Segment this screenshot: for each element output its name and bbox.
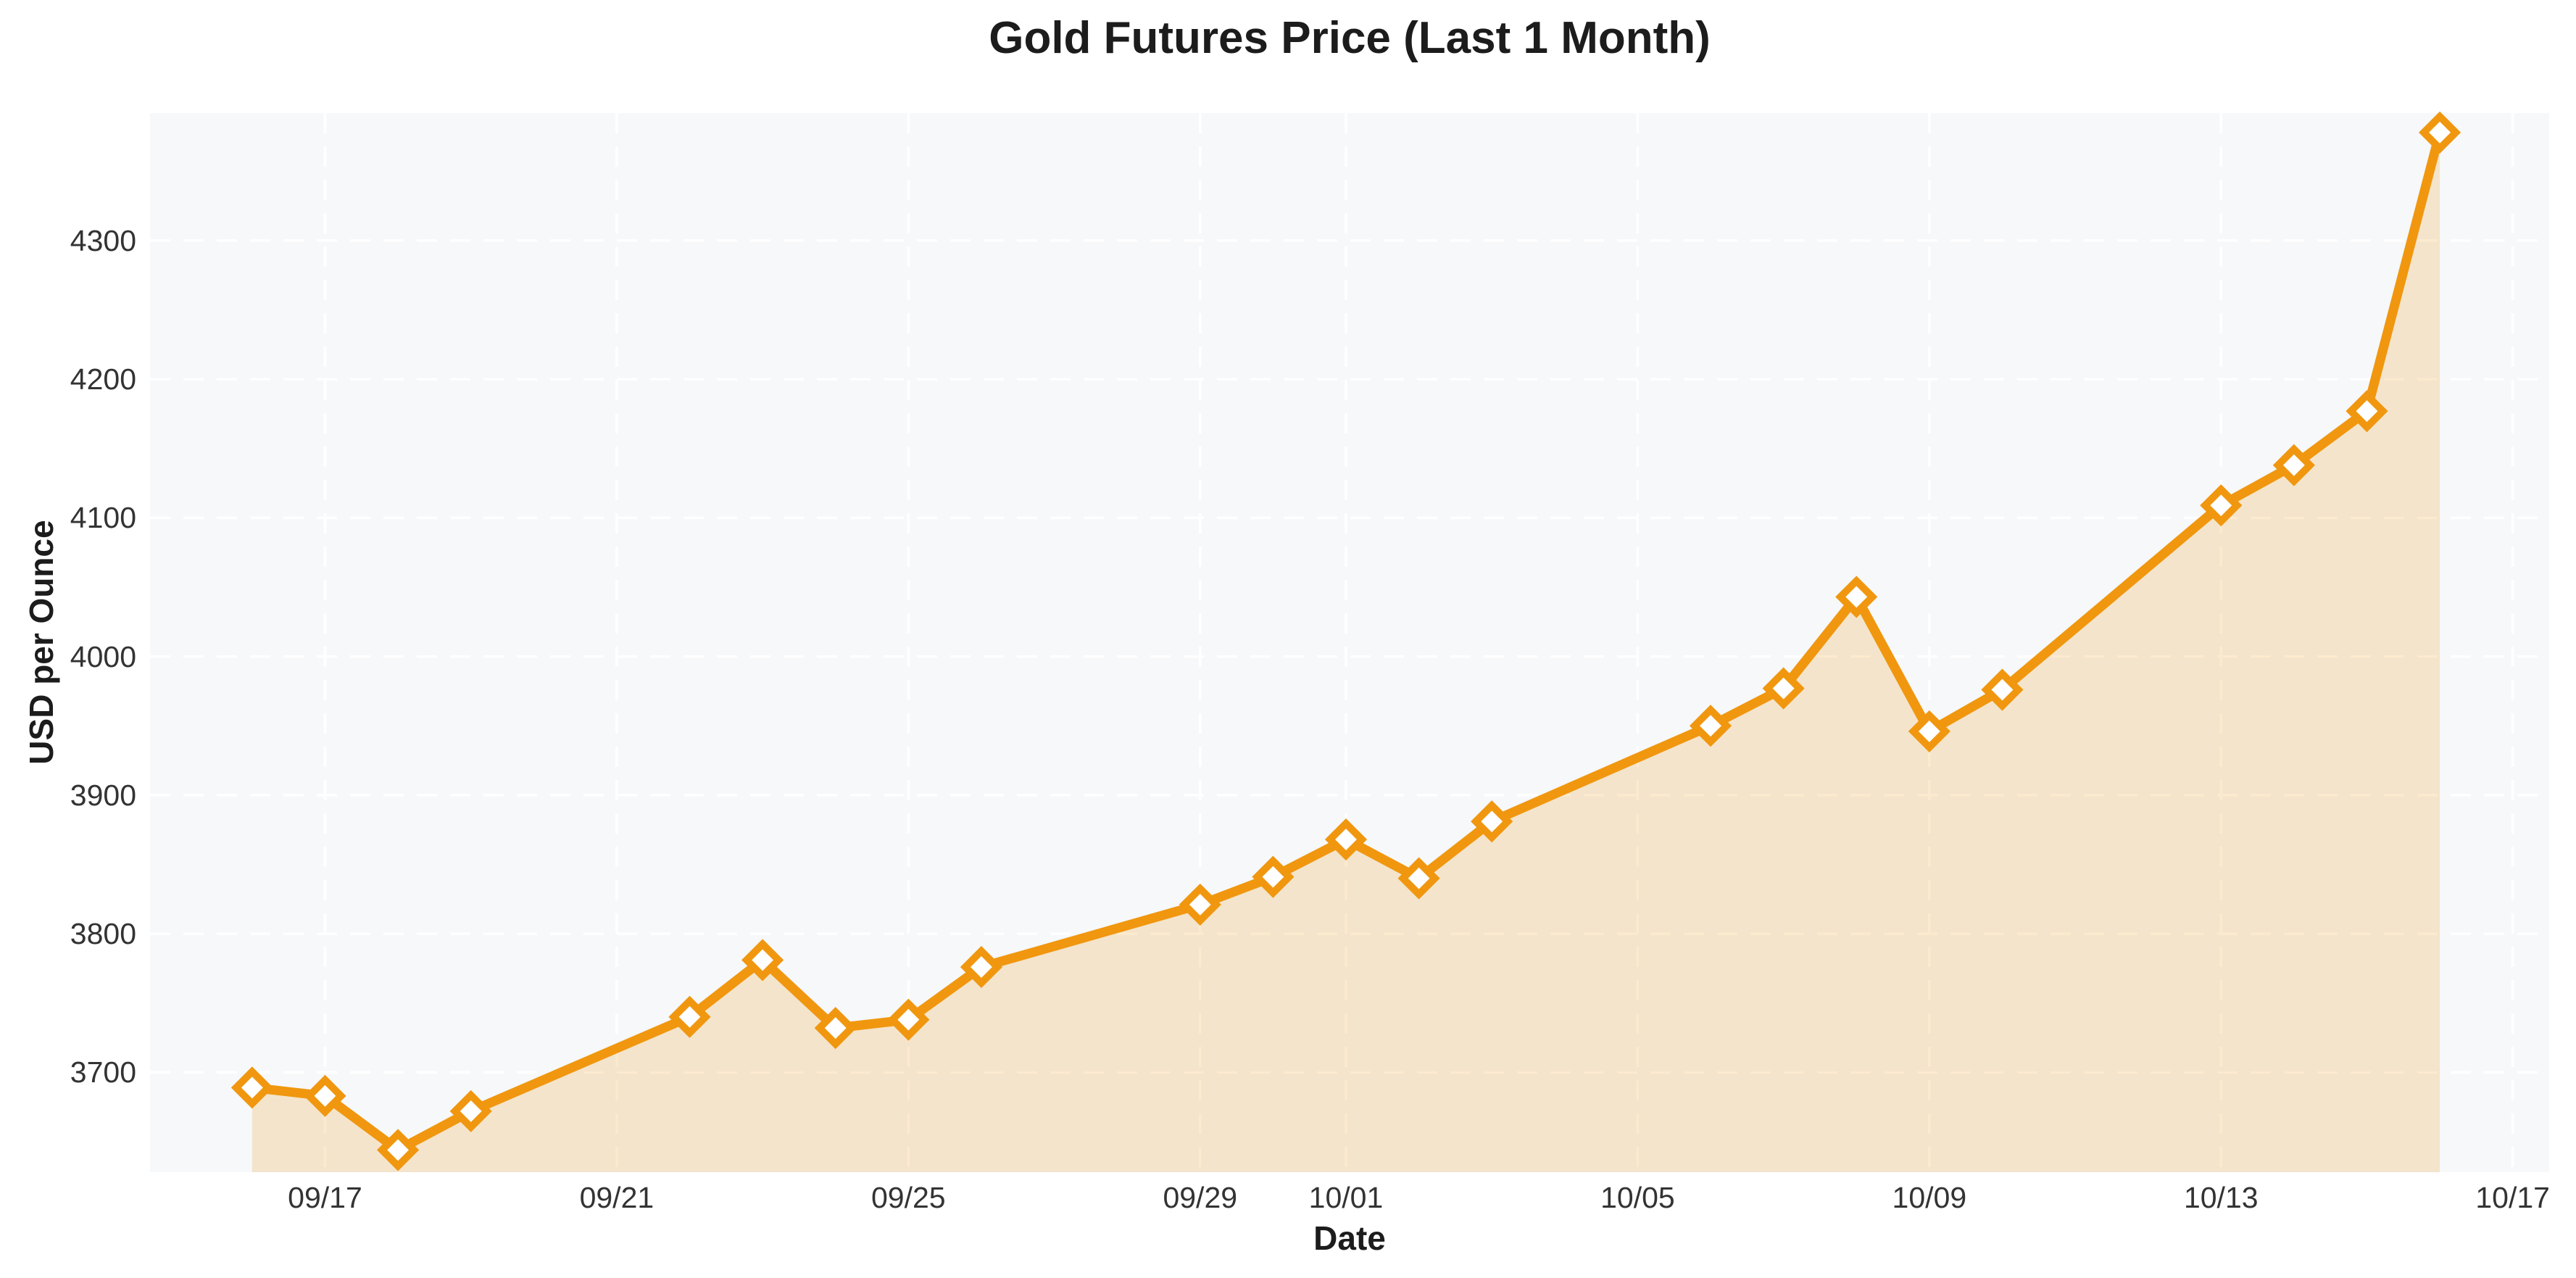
y-tick-label: 4200 (70, 362, 136, 397)
data-point-marker (376, 1129, 420, 1171)
data-point-marker (2272, 444, 2315, 486)
data-point-marker (2346, 390, 2388, 433)
area-fill (252, 132, 2440, 1173)
x-tick-label: 09/25 (871, 1181, 946, 1214)
y-tick-label: 3900 (70, 778, 136, 812)
data-point-marker (1179, 883, 1221, 926)
data-point-marker (1689, 705, 1732, 747)
x-tick-label: 09/21 (579, 1181, 655, 1214)
data-point-marker (1835, 576, 1878, 618)
data-point-marker (1908, 710, 1950, 752)
data-point-marker (449, 1090, 492, 1132)
data-point-marker (741, 939, 784, 982)
chart-title: Gold Futures Price (Last 1 Month) (989, 13, 1711, 63)
data-point-marker (668, 995, 711, 1038)
y-tick-label: 4300 (70, 223, 136, 257)
y-tick-label: 3800 (70, 917, 136, 951)
data-point-marker (1397, 857, 1440, 900)
plot-background (150, 113, 2549, 1172)
data-point-marker (960, 945, 1003, 989)
data-point-marker (814, 1007, 857, 1050)
data-point-marker (1762, 667, 1805, 710)
data-point-marker (1471, 800, 1513, 843)
y-tick-label: 4100 (70, 501, 136, 535)
x-tick-label: 10/09 (1892, 1181, 1967, 1214)
x-tick-label: 10/05 (1600, 1181, 1675, 1214)
data-point-marker (2419, 111, 2461, 154)
x-tick-label: 09/17 (288, 1181, 362, 1214)
y-tick-label: 4000 (70, 639, 136, 673)
data-point-marker (887, 998, 930, 1041)
x-axis-title: Date (1313, 1219, 1386, 1257)
data-point-marker (1252, 855, 1295, 898)
x-tick-label: 10/01 (1308, 1181, 1384, 1214)
x-tick-label: 10/13 (2183, 1181, 2259, 1214)
data-point-marker (2200, 484, 2243, 527)
x-tick-label: 09/29 (1163, 1181, 1238, 1214)
data-point-marker (230, 1066, 273, 1109)
data-point-marker (304, 1074, 346, 1117)
data-point-marker (1324, 818, 1368, 861)
y-tick-label: 3700 (70, 1055, 136, 1090)
data-point-marker (1981, 668, 2024, 711)
x-tick-label: 10/17 (2475, 1181, 2550, 1214)
